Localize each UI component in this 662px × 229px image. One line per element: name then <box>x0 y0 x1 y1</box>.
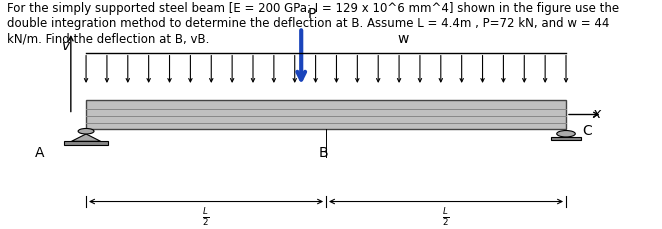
Polygon shape <box>71 134 101 141</box>
Text: v: v <box>62 39 70 53</box>
Text: $\frac{L}{2}$: $\frac{L}{2}$ <box>203 206 210 228</box>
Text: $\frac{L}{2}$: $\frac{L}{2}$ <box>442 206 449 228</box>
Circle shape <box>557 131 575 137</box>
Text: B: B <box>319 146 329 161</box>
Bar <box>86 100 566 129</box>
Bar <box>64 141 108 145</box>
Text: C: C <box>583 123 592 138</box>
Text: x: x <box>592 107 600 122</box>
Text: For the simply supported steel beam [E = 200 GPa; I = 129 x 10^6 mm^4] shown in : For the simply supported steel beam [E =… <box>7 2 619 45</box>
Text: w: w <box>397 32 408 46</box>
Text: P: P <box>308 7 316 21</box>
Circle shape <box>78 128 94 134</box>
Bar <box>551 137 581 140</box>
Text: A: A <box>35 146 44 161</box>
